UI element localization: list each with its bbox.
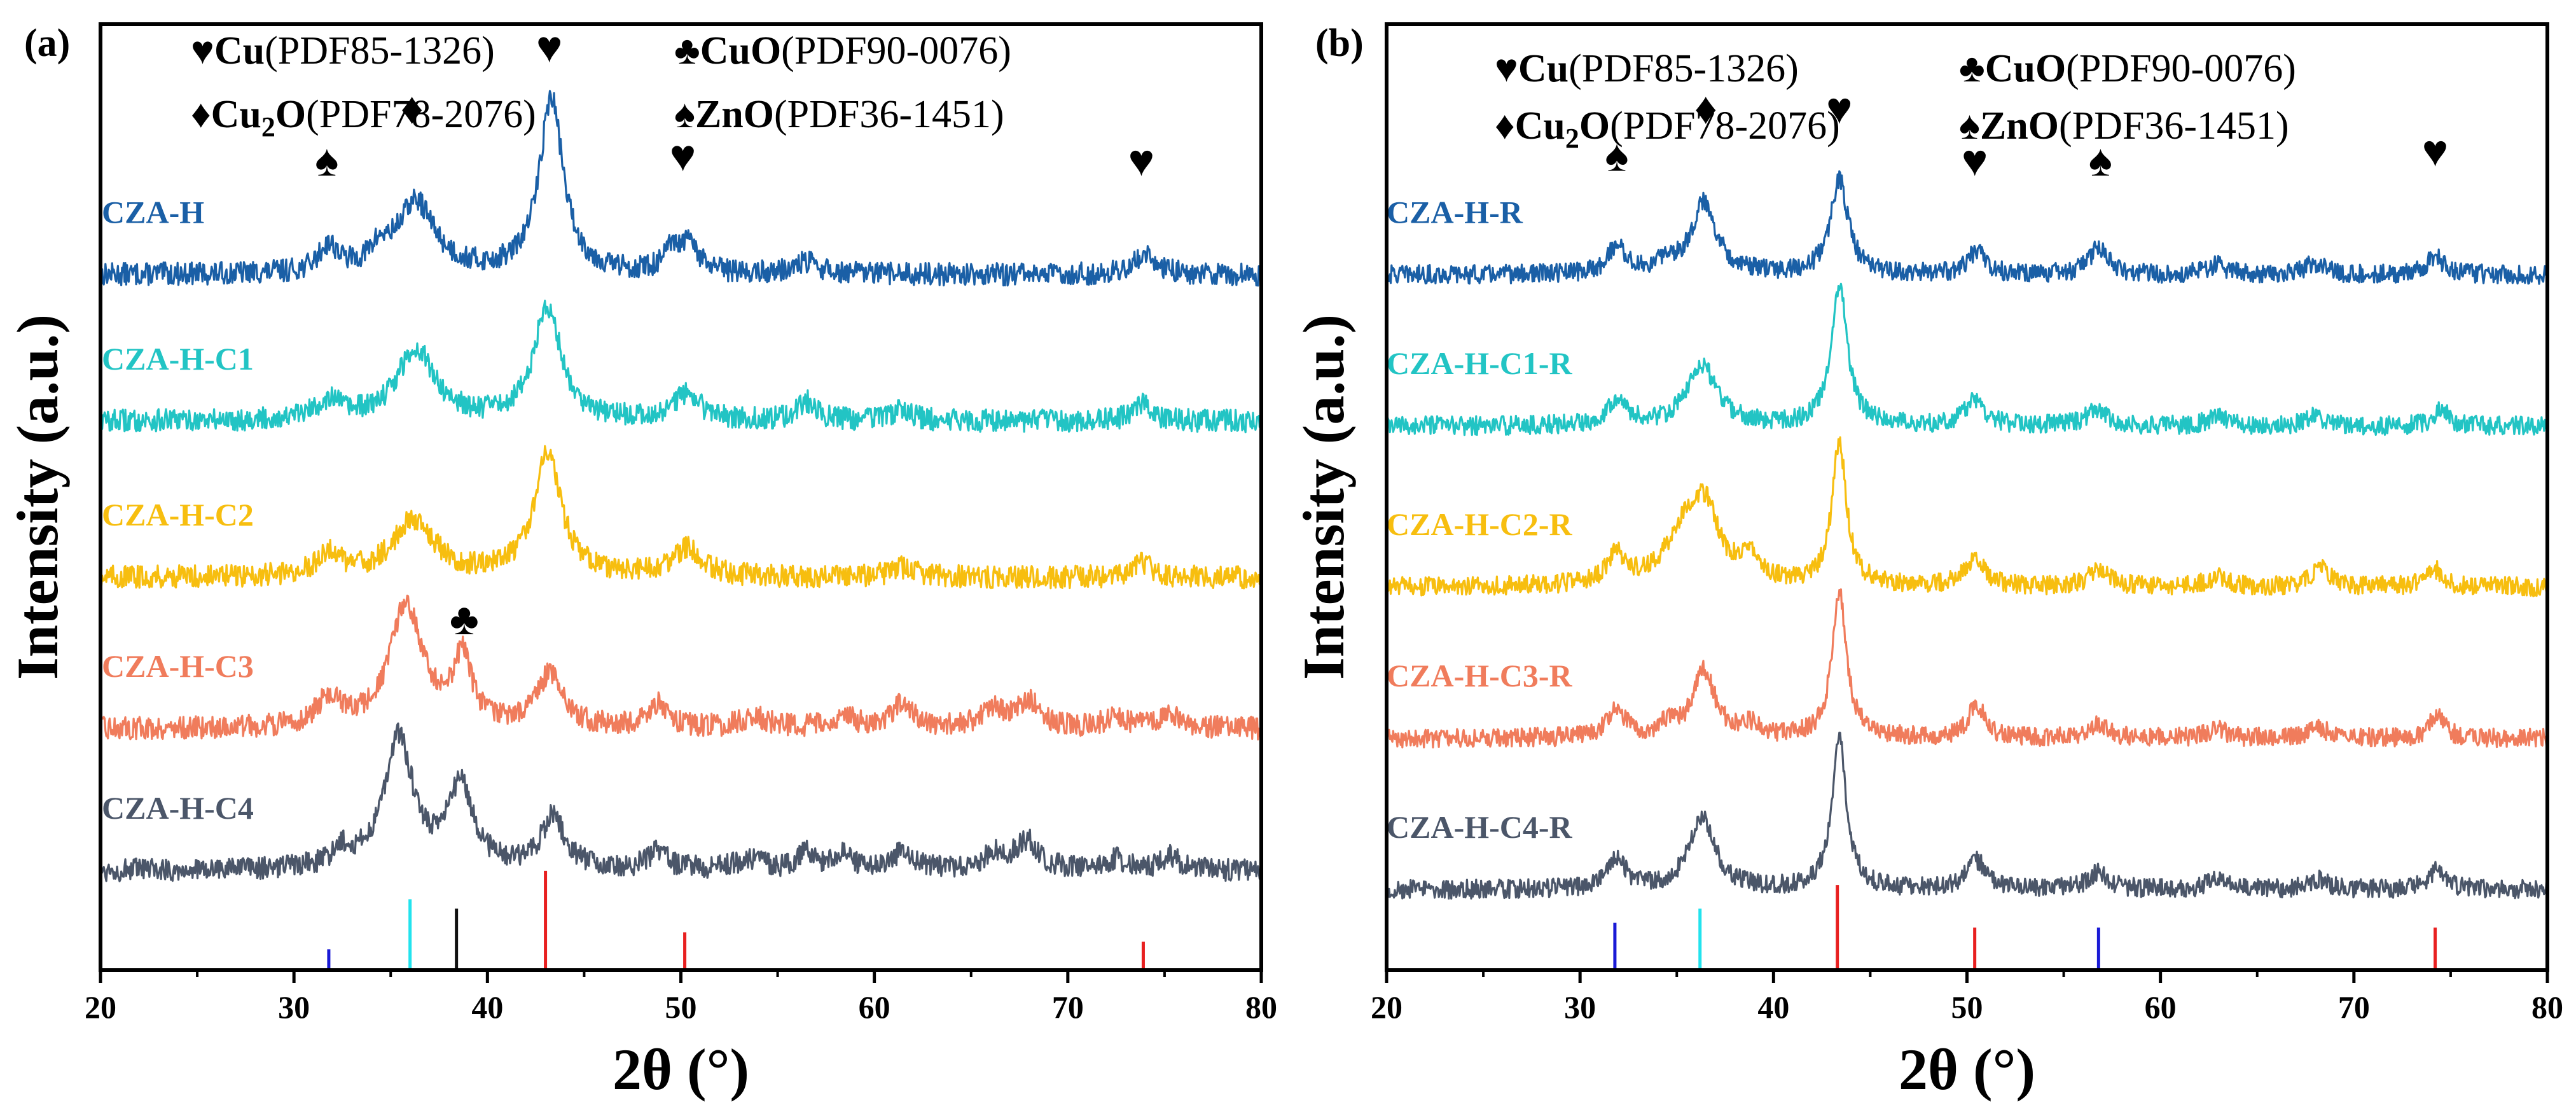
series-label: CZA-H-R <box>1387 194 1523 230</box>
series-line-cza-h-c2 <box>99 445 1263 590</box>
legend-entry: ♠ZnO(PDF36-1451) <box>674 93 1004 136</box>
x-tick-label: 30 <box>1564 989 1596 1025</box>
legend-pdf: (PDF90-0076) <box>2066 47 2296 90</box>
x-axis-label: 2θ (°) <box>613 1037 749 1102</box>
legend-phase: ZnO <box>1980 104 2059 148</box>
x-tick-label: 50 <box>1951 989 1983 1025</box>
y-axis-label: Intensity (a.u.) <box>1291 314 1356 680</box>
series-label: CZA-H-C2-R <box>1387 506 1573 542</box>
peak-marker: ♥ <box>1128 137 1155 186</box>
series-label: CZA-H <box>102 194 204 230</box>
legend-symbol: ♥ <box>191 29 214 73</box>
panel-label: (a) <box>24 22 70 65</box>
peak-marker: ♥ <box>2422 127 2449 176</box>
series-line-cza-h-c1-r <box>1385 282 2549 436</box>
legend-pdf: (PDF78-2076) <box>306 93 536 136</box>
series-line-cza-h-r <box>1385 170 2549 285</box>
series-label: CZA-H-C1 <box>102 341 254 377</box>
x-tick-label: 40 <box>471 989 503 1025</box>
series-label: CZA-H-C3-R <box>1387 658 1573 693</box>
peak-marker: ♣ <box>450 595 479 644</box>
series-line-cza-h-c3-r <box>1385 588 2549 749</box>
legend-phase: Cu <box>211 93 261 136</box>
legend-symbol: ♠ <box>1959 104 1980 148</box>
x-tick-label: 60 <box>859 989 890 1025</box>
x-axis-label: 2θ (°) <box>1899 1037 2035 1102</box>
x-tick-label: 40 <box>1757 989 1789 1025</box>
series-label: CZA-H-C3 <box>102 648 254 684</box>
legend-phase: ZnO <box>695 93 774 136</box>
series-line-cza-h-c4-r <box>1385 732 2549 900</box>
legend-phase: Cu <box>1515 104 1565 148</box>
x-tick-label: 80 <box>2531 989 2563 1025</box>
y-axis-label: Intensity (a.u.) <box>5 314 70 680</box>
legend-entry: ♣CuO(PDF90-0076) <box>1959 47 2296 90</box>
peak-marker: ♦ <box>1694 85 1717 134</box>
legend-symbol: ♠ <box>674 93 695 136</box>
peak-marker: ♥ <box>670 132 696 181</box>
series-label: CZA-H-C4-R <box>1387 809 1573 845</box>
x-tick-label: 70 <box>1052 989 1084 1025</box>
x-tick-label: 70 <box>2338 989 2370 1025</box>
legend-phase-subscript: 2 <box>1565 123 1579 154</box>
x-tick-label: 50 <box>665 989 697 1025</box>
peak-marker: ♠ <box>1605 132 1628 181</box>
legend-phase: CuO <box>1985 47 2066 90</box>
legend-symbol: ♣ <box>1959 47 1985 90</box>
x-tick-label: 20 <box>1371 989 1402 1025</box>
series-label: CZA-H-C4 <box>102 790 254 826</box>
peak-marker: ♦ <box>401 85 424 134</box>
legend-symbol: ♥ <box>1495 47 1518 90</box>
panel-label: (b) <box>1315 22 1364 65</box>
legend-pdf: (PDF85-1326) <box>1568 47 1799 90</box>
legend-entry: ♣CuO(PDF90-0076) <box>674 29 1011 73</box>
peak-marker: ♠ <box>2089 137 2112 186</box>
series-line-cza-h-c2-r <box>1385 436 2549 597</box>
legend-entry: ♦Cu2O(PDF78-2076) <box>1495 104 1840 154</box>
legend-pdf: (PDF90-0076) <box>781 29 1011 73</box>
legend-entry: ♥Cu(PDF85-1326) <box>1495 47 1799 90</box>
series-line-cza-h-c3 <box>99 594 1263 740</box>
panel-b: CZA-H-R CZA-H-C1-R CZA-H-C2-R CZA-H-C3-R CZA… <box>1291 22 2563 1102</box>
legend-pdf: (PDF36-1451) <box>2059 104 2289 148</box>
legend-pdf: (PDF85-1326) <box>265 29 495 73</box>
legend-phase: Cu <box>214 29 265 73</box>
legend-pdf: (PDF36-1451) <box>774 93 1004 136</box>
series-label: CZA-H-C2 <box>102 497 254 532</box>
legend-phase-suffix: O <box>275 93 306 136</box>
series-line-cza-h <box>99 90 1263 287</box>
x-tick-label: 60 <box>2145 989 2177 1025</box>
x-tick-label: 80 <box>1245 989 1277 1025</box>
legend-pdf: (PDF78-2076) <box>1610 104 1840 148</box>
peak-marker: ♠ <box>315 137 338 186</box>
panel-a: CZA-H CZA-H-C1 CZA-H-C2 CZA-H-C3 CZA-H-C4 ♠ ♦ ♥… <box>5 22 1277 1102</box>
series-label: CZA-H-C1-R <box>1387 345 1573 381</box>
legend-phase: Cu <box>1518 47 1568 90</box>
peak-marker: ♥ <box>1962 137 1988 186</box>
peak-marker: ♥ <box>536 23 563 72</box>
legend-symbol: ♣ <box>674 29 700 73</box>
legend-symbol: ♦ <box>191 93 211 136</box>
legend-symbol: ♦ <box>1495 104 1515 148</box>
legend-entry: ♥Cu(PDF85-1326) <box>191 29 495 73</box>
series-line-cza-h-c1 <box>100 300 1263 434</box>
legend-phase-suffix: O <box>1579 104 1610 148</box>
legend-entry: ♠ZnO(PDF36-1451) <box>1959 104 2289 148</box>
legend-phase-subscript: 2 <box>261 111 275 142</box>
x-tick-label: 30 <box>278 989 310 1025</box>
peak-marker: ♥ <box>1826 85 1853 134</box>
legend-entry: ♦Cu2O(PDF78-2076) <box>191 93 536 142</box>
series-line-cza-h-c4 <box>99 722 1263 882</box>
legend-phase: CuO <box>700 29 781 73</box>
x-tick-label: 20 <box>85 989 116 1025</box>
